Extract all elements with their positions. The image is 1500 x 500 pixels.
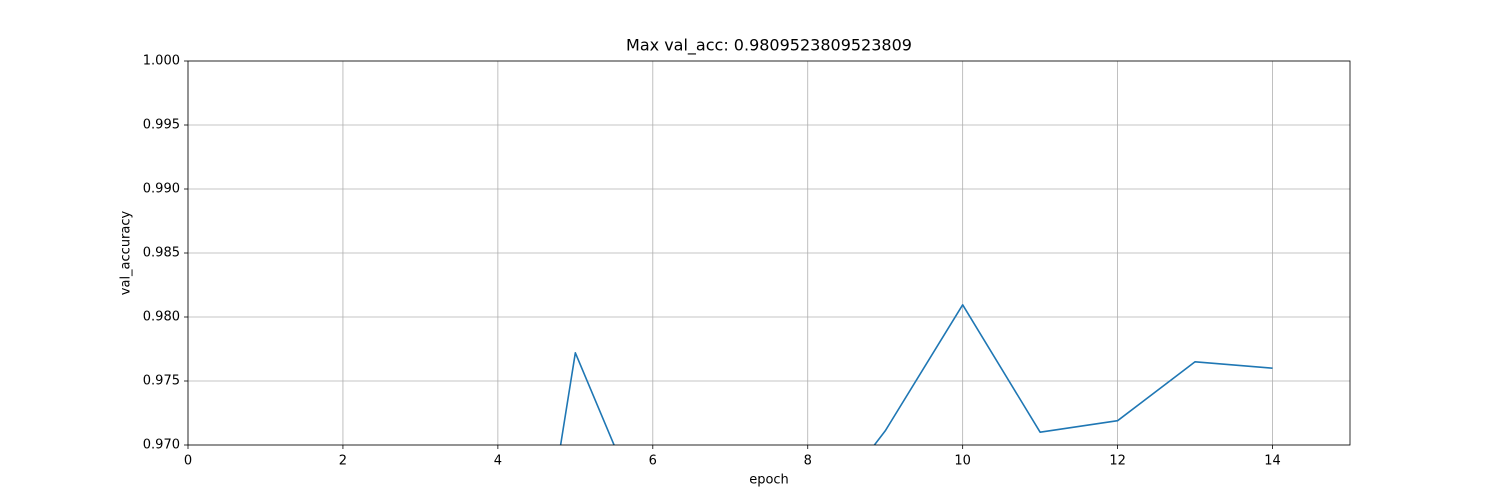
y-tick-label: 0.970 [143,438,180,453]
y-tick-label: 1.000 [143,54,180,69]
y-tick-label: 0.990 [143,182,180,197]
x-tick-label: 6 [649,454,657,469]
y-tick-label: 0.995 [143,118,180,133]
y-axis-label: val_accuracy [119,210,134,295]
plot-area [559,304,1273,445]
grid [187,60,1350,446]
x-tick-label: 2 [339,454,347,469]
x-tick-label: 0 [184,454,192,469]
y-tick-label: 0.985 [143,246,180,261]
line-series [559,304,1273,445]
x-tick-label: 10 [954,454,971,469]
y-tick-label: 0.975 [143,374,180,389]
y-tick-label: 0.980 [143,310,180,325]
chart-title: Max val_acc: 0.9809523809523809 [626,36,912,56]
x-tick-label: 4 [494,454,502,469]
x-axis-label: epoch [749,473,789,488]
ticks: 0 2 4 6 8 10 12 14 0.970 0.975 0.980 0.985 0.990 0.99… [143,54,1281,469]
x-tick-label: 8 [804,454,812,469]
x-tick-label: 12 [1109,454,1126,469]
x-tick-label: 14 [1264,454,1281,469]
